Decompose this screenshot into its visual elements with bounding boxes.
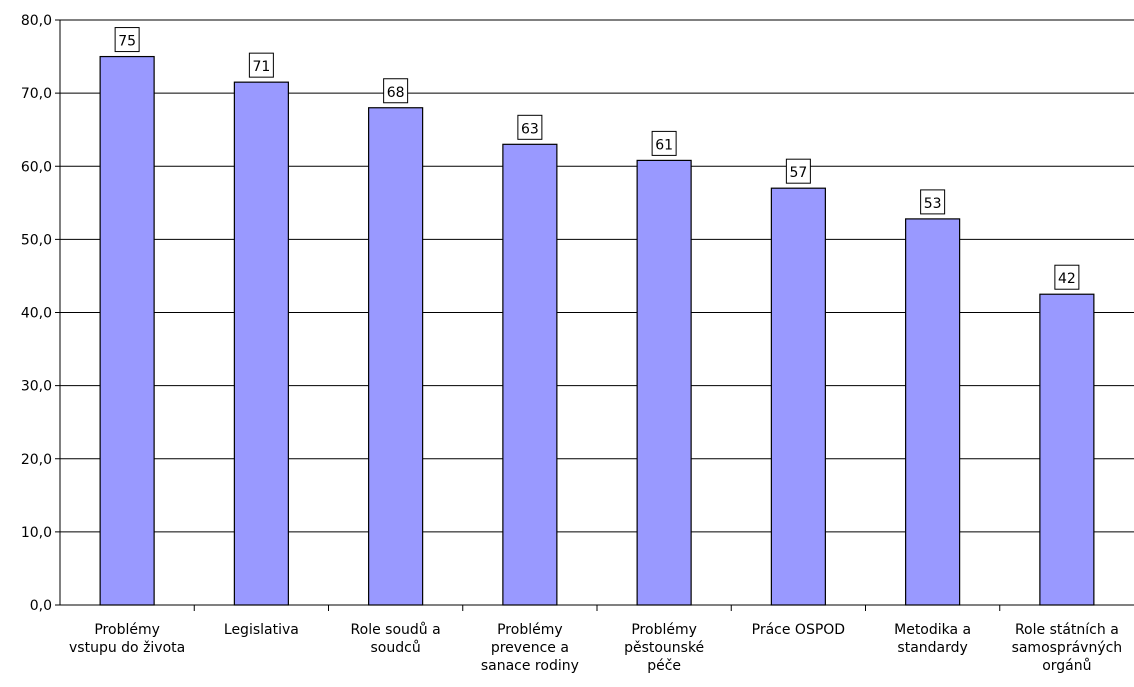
data-label-box: [920, 189, 946, 215]
x-category-label: Problémy pěstounské péče: [624, 622, 704, 674]
x-category-label-line: standardy: [897, 640, 967, 656]
data-label: 68: [383, 78, 409, 104]
x-category-label: Legislativa: [224, 622, 299, 638]
bar: [502, 143, 558, 606]
bar: [905, 218, 961, 606]
x-category-label-line: Metodika a: [894, 622, 971, 638]
data-label-text: 61: [655, 137, 673, 153]
x-category-label: Problémy vstupu do života: [69, 622, 185, 656]
bar: [233, 81, 289, 606]
bar: [1039, 293, 1095, 606]
bar: [770, 187, 826, 606]
bar: [368, 107, 424, 606]
x-category-label-line: Problémy: [631, 622, 697, 638]
data-label-text: 68: [387, 85, 405, 101]
x-category-label-line: vstupu do života: [69, 640, 185, 656]
data-label-box: [383, 78, 409, 104]
x-category-label: Role soudů a soudců: [351, 622, 441, 656]
x-category-label-line: Problémy: [94, 622, 160, 638]
data-labels: 75 71 68 63 61 57 53 42: [114, 27, 1080, 290]
y-tick-label: 30,0: [21, 379, 52, 395]
x-category-label: Role státních a samosprávných orgánů: [1012, 622, 1123, 674]
x-category-label-line: Role soudů a: [351, 622, 441, 638]
y-tick-label: 0,0: [30, 598, 52, 614]
x-category-label-line: péče: [647, 658, 681, 674]
y-axis-ticks: 0,0 10,0 20,0 30,0 40,0 50,0 60,0 70,0 80,0: [21, 13, 60, 614]
data-label-box: [651, 130, 677, 156]
data-label-text: 63: [521, 121, 539, 137]
data-label-box: [114, 27, 140, 53]
x-axis-ticks: Problémy vstupu do života Legislativa Role …: [69, 605, 1122, 674]
y-tick-label: 60,0: [21, 159, 52, 175]
data-label-box: [785, 158, 811, 184]
gridlines: [60, 19, 1134, 533]
x-category-label-line: sanace rodiny: [481, 658, 579, 674]
bar: [636, 159, 692, 606]
bar: [99, 55, 155, 606]
data-label: 53: [920, 189, 946, 215]
x-category-label-line: orgánů: [1042, 658, 1091, 674]
data-label: 71: [248, 52, 274, 78]
y-tick-label: 10,0: [21, 525, 52, 541]
x-category-label: Práce OSPOD: [752, 622, 845, 638]
y-tick-label: 50,0: [21, 232, 52, 248]
data-label: 61: [651, 130, 677, 156]
data-label-text: 71: [252, 59, 270, 75]
x-category-label-line: samosprávných: [1012, 640, 1123, 656]
data-label-box: [248, 52, 274, 78]
x-category-label-line: Legislativa: [224, 622, 299, 638]
x-category-label-line: pěstounské: [624, 640, 704, 656]
x-category-label: Metodika a standardy: [894, 622, 971, 656]
data-label: 42: [1054, 264, 1080, 290]
x-category-label-line: soudců: [371, 640, 421, 656]
bars: [99, 55, 1095, 606]
data-label-text: 75: [118, 34, 136, 50]
x-category-label-line: Práce OSPOD: [752, 622, 845, 638]
y-tick-label: 20,0: [21, 452, 52, 468]
data-label-box: [517, 114, 543, 140]
x-category-label-line: prevence a: [491, 640, 569, 656]
x-category-label-line: Problémy: [497, 622, 563, 638]
data-label-box: [1054, 264, 1080, 290]
data-label-text: 57: [789, 165, 807, 181]
data-label-text: 53: [924, 196, 942, 212]
y-tick-label: 80,0: [21, 13, 52, 29]
y-tick-label: 70,0: [21, 86, 52, 102]
data-label: 57: [785, 158, 811, 184]
data-label: 75: [114, 27, 140, 53]
data-label-text: 42: [1058, 271, 1076, 287]
x-category-label-line: Role státních a: [1015, 622, 1119, 638]
y-tick-label: 40,0: [21, 306, 52, 322]
x-category-label: Problémy prevence a sanace rodiny: [481, 622, 579, 674]
data-label: 63: [517, 114, 543, 140]
